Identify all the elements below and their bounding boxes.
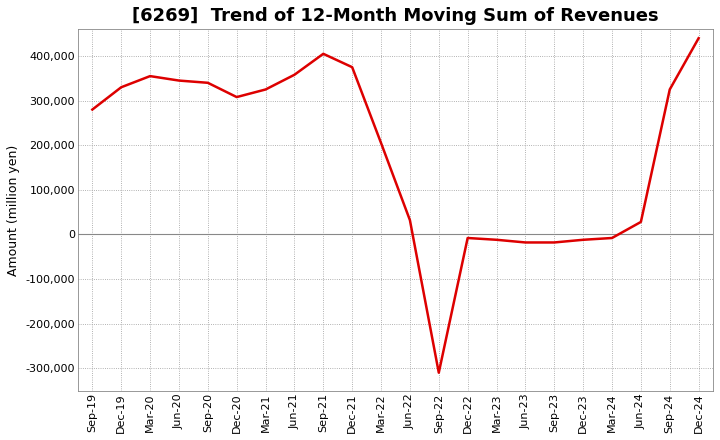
Y-axis label: Amount (million yen): Amount (million yen) (7, 144, 20, 275)
Title: [6269]  Trend of 12-Month Moving Sum of Revenues: [6269] Trend of 12-Month Moving Sum of R… (132, 7, 659, 25)
